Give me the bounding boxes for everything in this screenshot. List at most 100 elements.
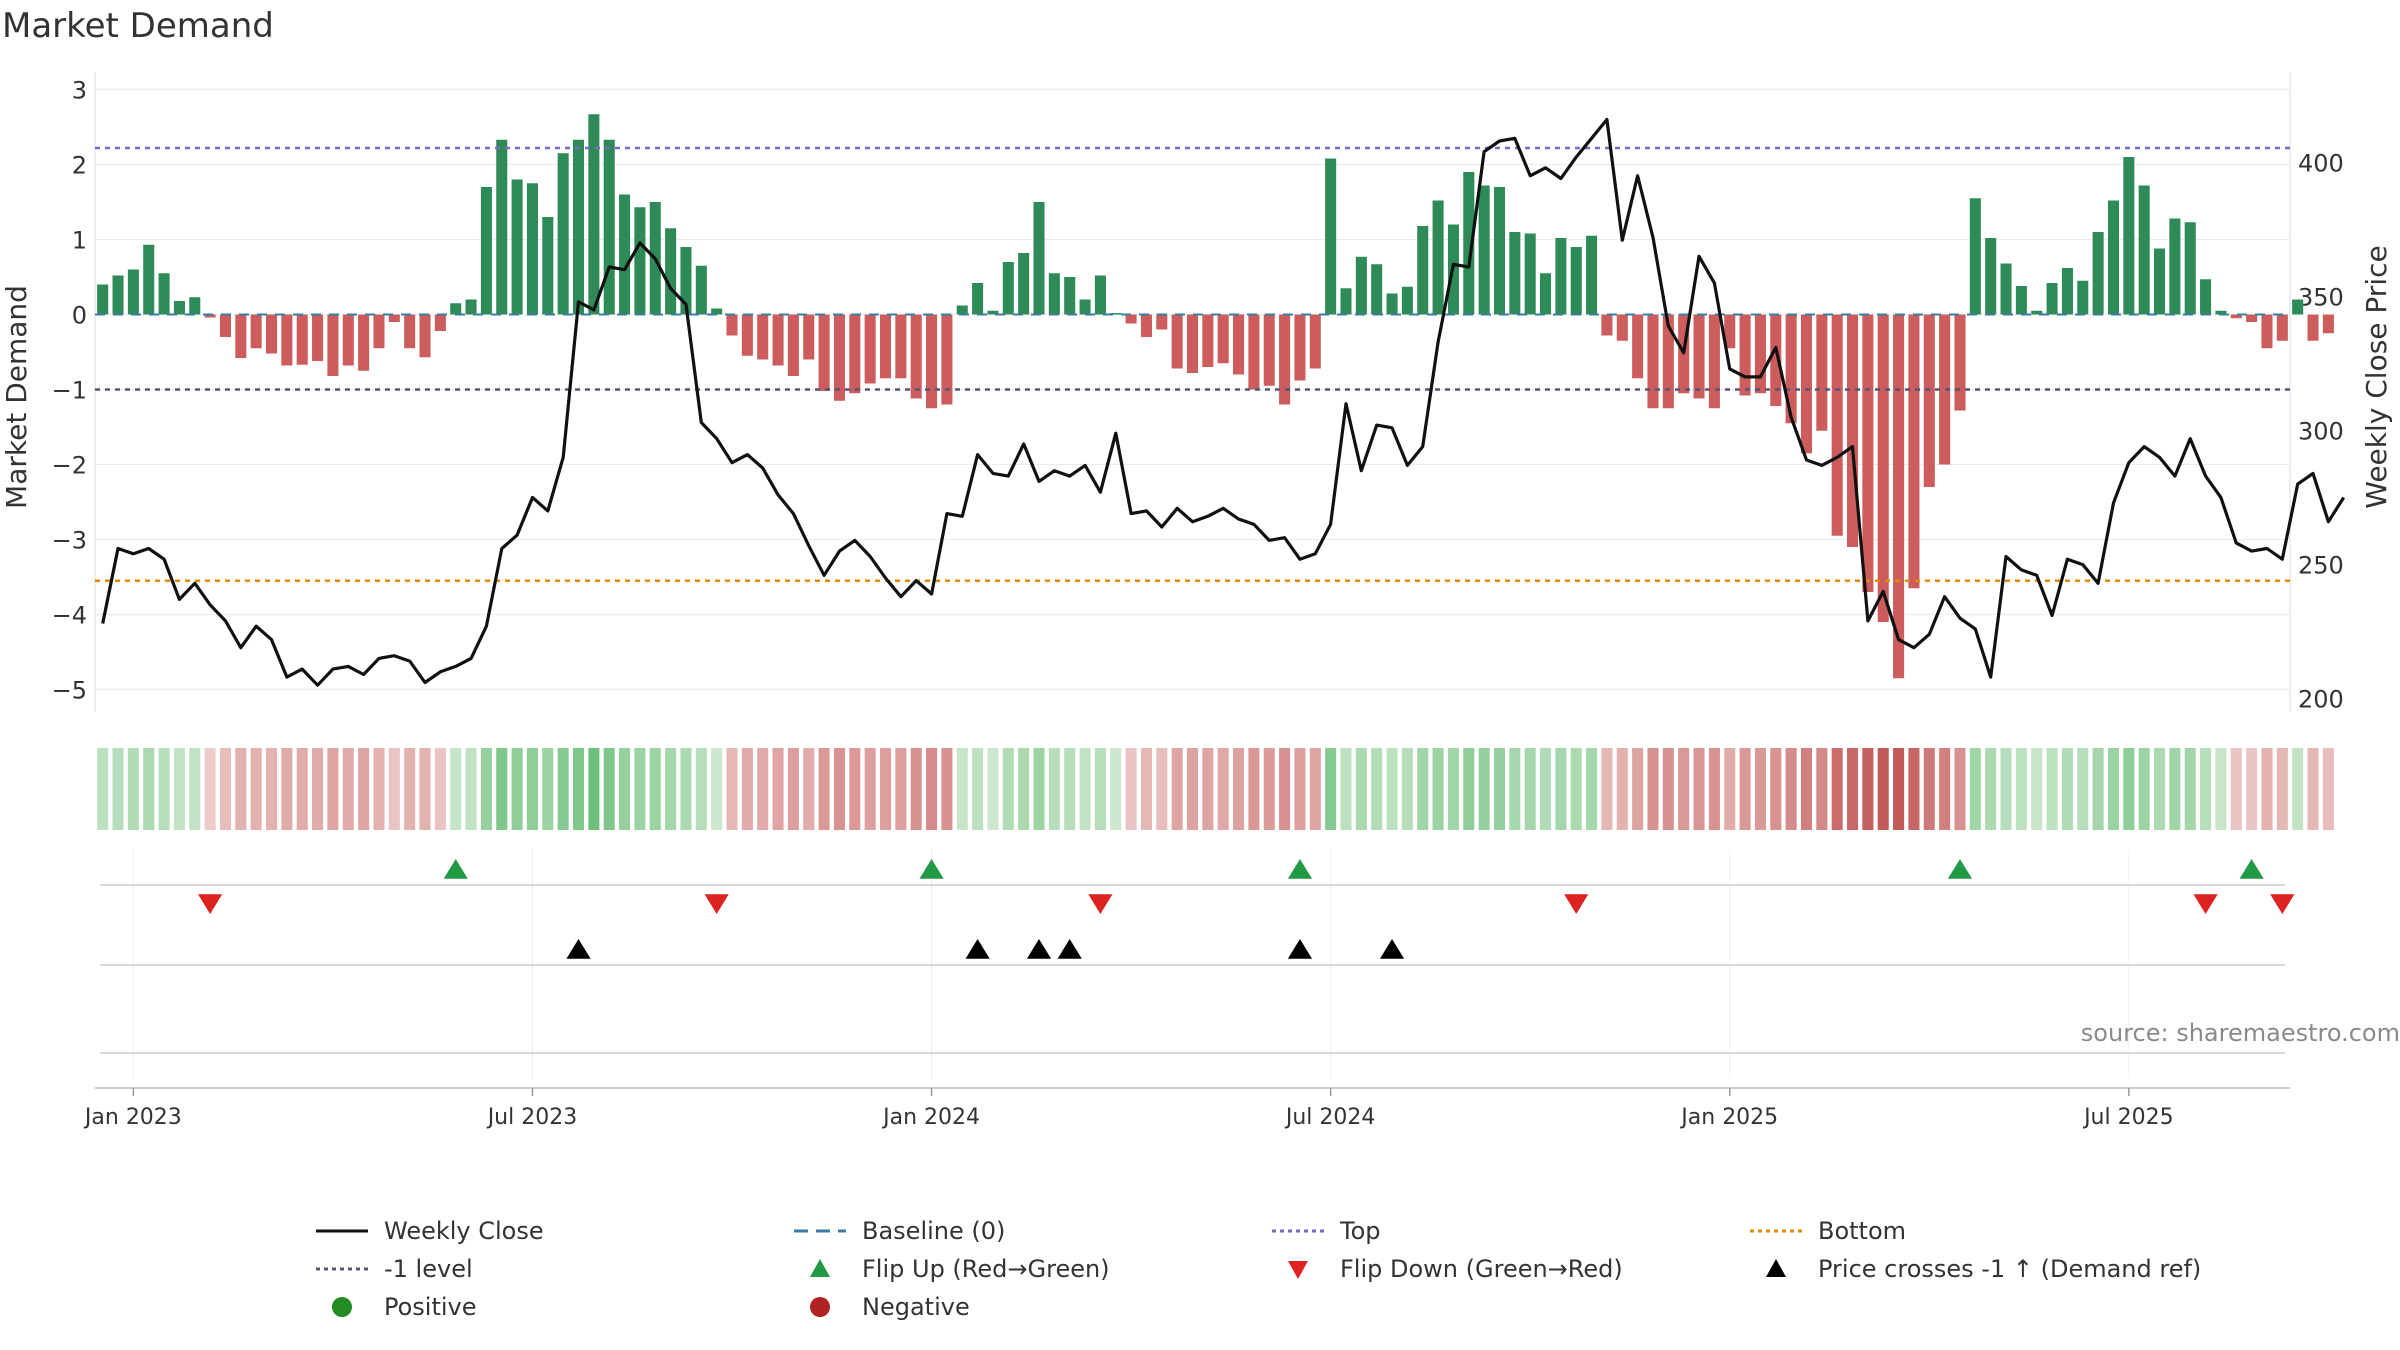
- demand-bar-negative: [1632, 314, 1644, 379]
- strip-cell: [526, 748, 538, 830]
- demand-bar-positive: [695, 265, 707, 315]
- legend-flip-up: Flip Up (Red→Green): [790, 1251, 1110, 1287]
- strip-cell: [1248, 748, 1260, 830]
- y2-tick-label: 250: [2298, 552, 2344, 580]
- demand-bar-positive: [2292, 299, 2304, 315]
- legend-flip-down: Flip Down (Green→Red): [1268, 1251, 1623, 1287]
- legend-line-dot-orange-icon: [1750, 1229, 1802, 1233]
- strip-cell: [2077, 748, 2089, 830]
- demand-bar-negative: [803, 314, 815, 360]
- x-tick-label: Jul 2025: [2082, 1105, 2174, 1130]
- demand-bar-positive: [1079, 299, 1091, 315]
- demand-bar-negative: [757, 314, 769, 360]
- strip-cell: [1217, 748, 1229, 830]
- strip-cell: [511, 748, 523, 830]
- strip-cell: [2322, 748, 2334, 830]
- demand-bar-positive: [1325, 158, 1337, 315]
- demand-bar-negative: [772, 314, 784, 366]
- demand-bar-positive: [1018, 253, 1030, 315]
- flip-up-marker: [919, 859, 944, 879]
- strip-cell: [603, 748, 615, 830]
- strip-cell: [450, 748, 462, 830]
- demand-bar-negative: [2246, 314, 2258, 322]
- strip-cell: [1509, 748, 1521, 830]
- demand-bar-positive: [2200, 279, 2212, 315]
- flip-up-marker: [1947, 859, 1973, 879]
- strip-cell: [2031, 748, 2043, 830]
- demand-bar-positive: [450, 303, 462, 315]
- demand-bar-positive: [2138, 185, 2150, 315]
- demand-bar-positive: [665, 228, 677, 315]
- demand-bar-negative: [2322, 314, 2334, 334]
- strip-cell: [649, 748, 661, 830]
- y-tick-label: 0: [72, 302, 87, 330]
- strip-cell: [1447, 748, 1459, 830]
- demand-bar-positive: [1401, 286, 1413, 315]
- strip-cell: [1601, 748, 1613, 830]
- y2-axis-label: Weekly Close Price: [2360, 245, 2393, 508]
- demand-bar-positive: [173, 301, 185, 315]
- demand-bar-negative: [388, 314, 400, 322]
- demand-bar-negative: [358, 314, 370, 371]
- strip-cell: [2230, 748, 2242, 830]
- strip-cell: [2061, 748, 2073, 830]
- cross-up-marker: [965, 939, 990, 959]
- legend-label: Flip Up (Red→Green): [862, 1255, 1110, 1283]
- strip-cell: [1678, 748, 1690, 830]
- demand-bar-negative: [2307, 314, 2319, 341]
- demand-bar-positive: [2215, 310, 2227, 315]
- strip-cell: [1355, 748, 1367, 830]
- cross-up-marker: [1057, 939, 1082, 959]
- demand-bar-positive: [1478, 185, 1490, 315]
- strip-cell: [1893, 748, 1905, 830]
- demand-color-strip: [97, 748, 2334, 830]
- demand-bar-positive: [542, 217, 554, 315]
- demand-bar-negative: [219, 314, 231, 337]
- demand-bar-negative: [1294, 314, 1306, 381]
- strip-cell: [1048, 748, 1060, 830]
- source-label: source: sharemaestro.com: [2080, 1019, 2400, 1047]
- demand-bar-negative: [281, 314, 293, 366]
- demand-bar-positive: [2000, 263, 2012, 315]
- demand-bar-negative: [2230, 314, 2242, 319]
- strip-cell: [1724, 748, 1736, 830]
- x-tick-label: Jul 2024: [1284, 1105, 1376, 1130]
- legend-label: Top: [1340, 1217, 1381, 1245]
- legend-line-dot-gray-icon: [316, 1267, 368, 1271]
- strip-cell: [787, 748, 799, 830]
- demand-bar-positive: [603, 139, 615, 315]
- demand-bar-negative: [419, 314, 431, 358]
- strip-cell: [1662, 748, 1674, 830]
- demand-bar-negative: [1156, 314, 1168, 330]
- strip-cell: [1908, 748, 1920, 830]
- demand-bar-positive: [1064, 277, 1076, 315]
- strip-cell: [757, 748, 769, 830]
- demand-bar-positive: [1586, 235, 1598, 315]
- strip-cell: [465, 748, 477, 830]
- strip-cell: [833, 748, 845, 830]
- strip-cell: [572, 748, 585, 830]
- strip-cell: [1064, 748, 1076, 830]
- strip-cell: [741, 748, 753, 830]
- strip-cell: [1094, 748, 1106, 830]
- demand-bar-negative: [1248, 314, 1260, 390]
- demand-bar-positive: [97, 284, 109, 315]
- y-tick-label: −4: [52, 602, 87, 630]
- strip-cell: [296, 748, 308, 830]
- strip-cell: [542, 748, 554, 830]
- strip-cell: [419, 748, 431, 830]
- demand-bar-negative: [864, 314, 876, 384]
- y2-tick-label: 200: [2298, 686, 2344, 714]
- demand-bar-negative: [1217, 314, 1229, 364]
- strip-cell: [2046, 748, 2058, 830]
- flip-down-marker: [1564, 894, 1589, 914]
- y2-tick-label: 400: [2298, 149, 2344, 177]
- legend-label: Weekly Close: [384, 1217, 544, 1245]
- y-tick-label: −2: [52, 452, 87, 480]
- demand-bar-negative: [1309, 314, 1321, 369]
- demand-bar-positive: [987, 310, 999, 315]
- strip-cell: [634, 748, 646, 830]
- strip-cell: [1923, 748, 1935, 830]
- demand-bars: [97, 114, 2334, 679]
